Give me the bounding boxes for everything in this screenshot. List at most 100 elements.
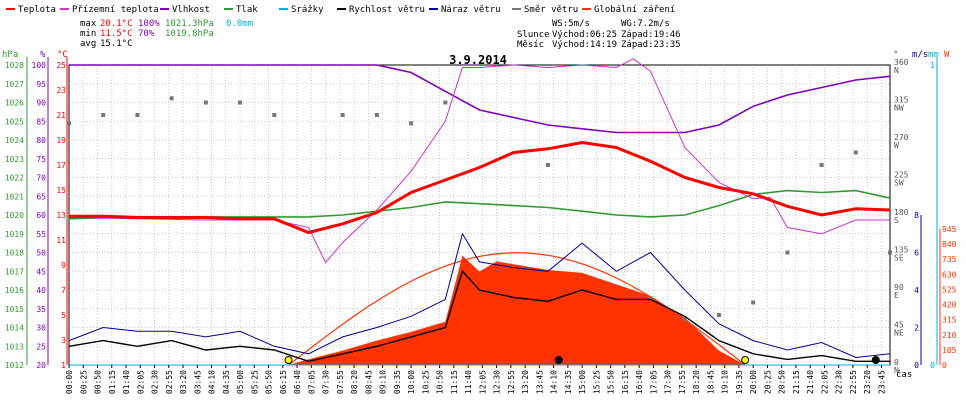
legend-label: Směr větru xyxy=(524,5,578,15)
axis-radiation-tick: 945 xyxy=(942,225,957,234)
axis-speed-tick: 8 xyxy=(914,211,919,220)
legend-label: Globální záření xyxy=(594,5,675,15)
axis-radiation-tick: 105 xyxy=(942,346,957,355)
x-tick-label: 05:25 xyxy=(250,370,259,394)
axis-hpa-tick: 1014 xyxy=(5,324,24,333)
axis-celsius-tick: 17 xyxy=(56,161,66,170)
moonrise-marker xyxy=(554,356,563,364)
x-tick-label: 16:40 xyxy=(635,370,644,394)
x-tick-label: 19:10 xyxy=(721,370,730,394)
axis-hpa-tick: 1018 xyxy=(5,249,24,258)
axis-percent-unit: % xyxy=(40,50,46,60)
axis-radiation-tick: 840 xyxy=(942,240,957,249)
axis-celsius-tick: 19 xyxy=(56,136,66,145)
axis-hpa-tick: 1021 xyxy=(5,192,24,201)
axis-direction-label: E xyxy=(894,291,899,300)
axis-direction-label: N xyxy=(894,66,899,75)
axis-direction-tick: 90 xyxy=(894,283,904,292)
x-tick-label: 01:15 xyxy=(108,370,117,394)
axis-speed-tick: 0 xyxy=(914,361,919,370)
x-tick-label: 00:50 xyxy=(94,370,103,394)
axis-percent-tick: 25 xyxy=(36,342,46,351)
axis-direction-tick: 45 xyxy=(894,321,904,330)
axis-rain-unit: mm xyxy=(928,50,939,60)
axis-percent-tick: 75 xyxy=(36,155,46,164)
axis-hpa-tick: 1019 xyxy=(5,230,24,239)
x-tick-label: 13:20 xyxy=(521,370,530,394)
x-tick-label: 07:30 xyxy=(322,370,331,394)
wind-direction-point xyxy=(409,121,414,126)
axis-hpa-tick: 1026 xyxy=(5,99,24,108)
axis-percent-tick: 20 xyxy=(36,361,46,370)
x-tick-label: 04:35 xyxy=(222,370,231,394)
x-tick-label: 03:45 xyxy=(193,370,202,394)
x-tick-label: 17:30 xyxy=(664,370,673,394)
x-tick-label: 21:40 xyxy=(806,370,815,394)
x-tick-label: 17:05 xyxy=(649,370,658,394)
axis-hpa-unit: hPa xyxy=(2,50,18,60)
x-tick-label: 22:30 xyxy=(835,370,844,394)
series-pressure-line xyxy=(68,189,891,220)
axis-radiation-tick: 210 xyxy=(942,331,957,340)
x-tick-label: 11:40 xyxy=(464,370,473,394)
x-tick-label: 06:40 xyxy=(293,370,302,394)
stat-max-label: max xyxy=(80,19,97,29)
axis-direction-tick: 180 xyxy=(894,208,909,217)
x-tick-label: 20:50 xyxy=(778,370,787,394)
x-tick-label: 03:20 xyxy=(179,370,188,394)
axis-direction-label: N xyxy=(894,366,899,375)
x-tick-label: 01:40 xyxy=(122,370,131,394)
axis-percent-tick: 30 xyxy=(36,324,46,333)
axis-direction-tick: 360 xyxy=(894,58,909,67)
axis-celsius-tick: 1 xyxy=(61,361,66,370)
axis-celsius-tick: 3 xyxy=(61,336,66,345)
stats-block: max 20.1°C 100% 1021.3hPa 0.0mm min 11.5°C 70% 1… xyxy=(80,19,253,49)
wind-direction-point xyxy=(340,113,345,117)
x-tick-label: 06:15 xyxy=(279,370,288,394)
x-tick-label: 11:15 xyxy=(450,370,459,394)
wind-direction-point xyxy=(238,100,243,105)
axis-radiation-tick: 735 xyxy=(942,255,957,264)
series-wind-gust-line xyxy=(68,232,891,359)
x-tick-label: 10:00 xyxy=(407,370,416,394)
wind-direction-point xyxy=(101,113,106,117)
moonset-marker xyxy=(871,356,880,364)
x-tick-label: 16:15 xyxy=(621,370,630,394)
stat-max-hum: 100% xyxy=(138,19,160,29)
sun-set: Západ:19:46 xyxy=(621,30,681,40)
x-tick-label: 22:55 xyxy=(849,370,858,394)
axis-percent-tick: 35 xyxy=(36,305,46,314)
x-tick-label: 13:45 xyxy=(535,370,544,394)
x-tick-label: 00:00 xyxy=(65,370,74,394)
x-axis-label: čas xyxy=(896,369,912,380)
x-tick-label: 23:20 xyxy=(863,370,872,394)
axis-direction-tick: 315 xyxy=(894,96,909,105)
x-tick-label: 17:55 xyxy=(678,370,687,394)
axis-celsius-tick: 15 xyxy=(56,186,66,195)
axis-percent-tick: 50 xyxy=(36,249,46,258)
x-tick-label: 04:10 xyxy=(208,370,217,394)
legend-label: Teplota xyxy=(18,5,56,15)
axis-speed-tick: 2 xyxy=(914,324,919,333)
moon-label: Měsíc xyxy=(517,40,544,50)
axis-radiation-tick: 525 xyxy=(942,285,957,294)
axis-direction-label: SE xyxy=(894,254,904,263)
axis-hpa-tick: 1013 xyxy=(5,342,24,351)
axis-celsius-tick: 13 xyxy=(56,211,66,220)
axis-percent-tick: 100 xyxy=(32,61,47,70)
wind-direction-point xyxy=(819,163,824,167)
legend-label: Přízemní teplota xyxy=(72,5,159,15)
stat-min-press: 1019.8hPa xyxy=(165,29,214,39)
x-tick-label: 19:35 xyxy=(735,370,744,394)
x-tick-label: 02:30 xyxy=(151,370,160,394)
axis-hpa-tick: 1025 xyxy=(5,117,24,126)
axis-percent-tick: 55 xyxy=(36,230,46,239)
wind-direction-point xyxy=(853,150,858,155)
x-tick-label: 21:15 xyxy=(792,370,801,394)
x-tick-label: 05:00 xyxy=(236,370,245,394)
x-tick-label: 14:10 xyxy=(550,370,559,394)
axis-percent-tick: 65 xyxy=(36,192,46,201)
x-tick-label: 02:55 xyxy=(165,370,174,394)
moon-rise: Východ:14:19 xyxy=(552,40,617,50)
stat-avg-temp: 15.1°C xyxy=(100,39,133,49)
